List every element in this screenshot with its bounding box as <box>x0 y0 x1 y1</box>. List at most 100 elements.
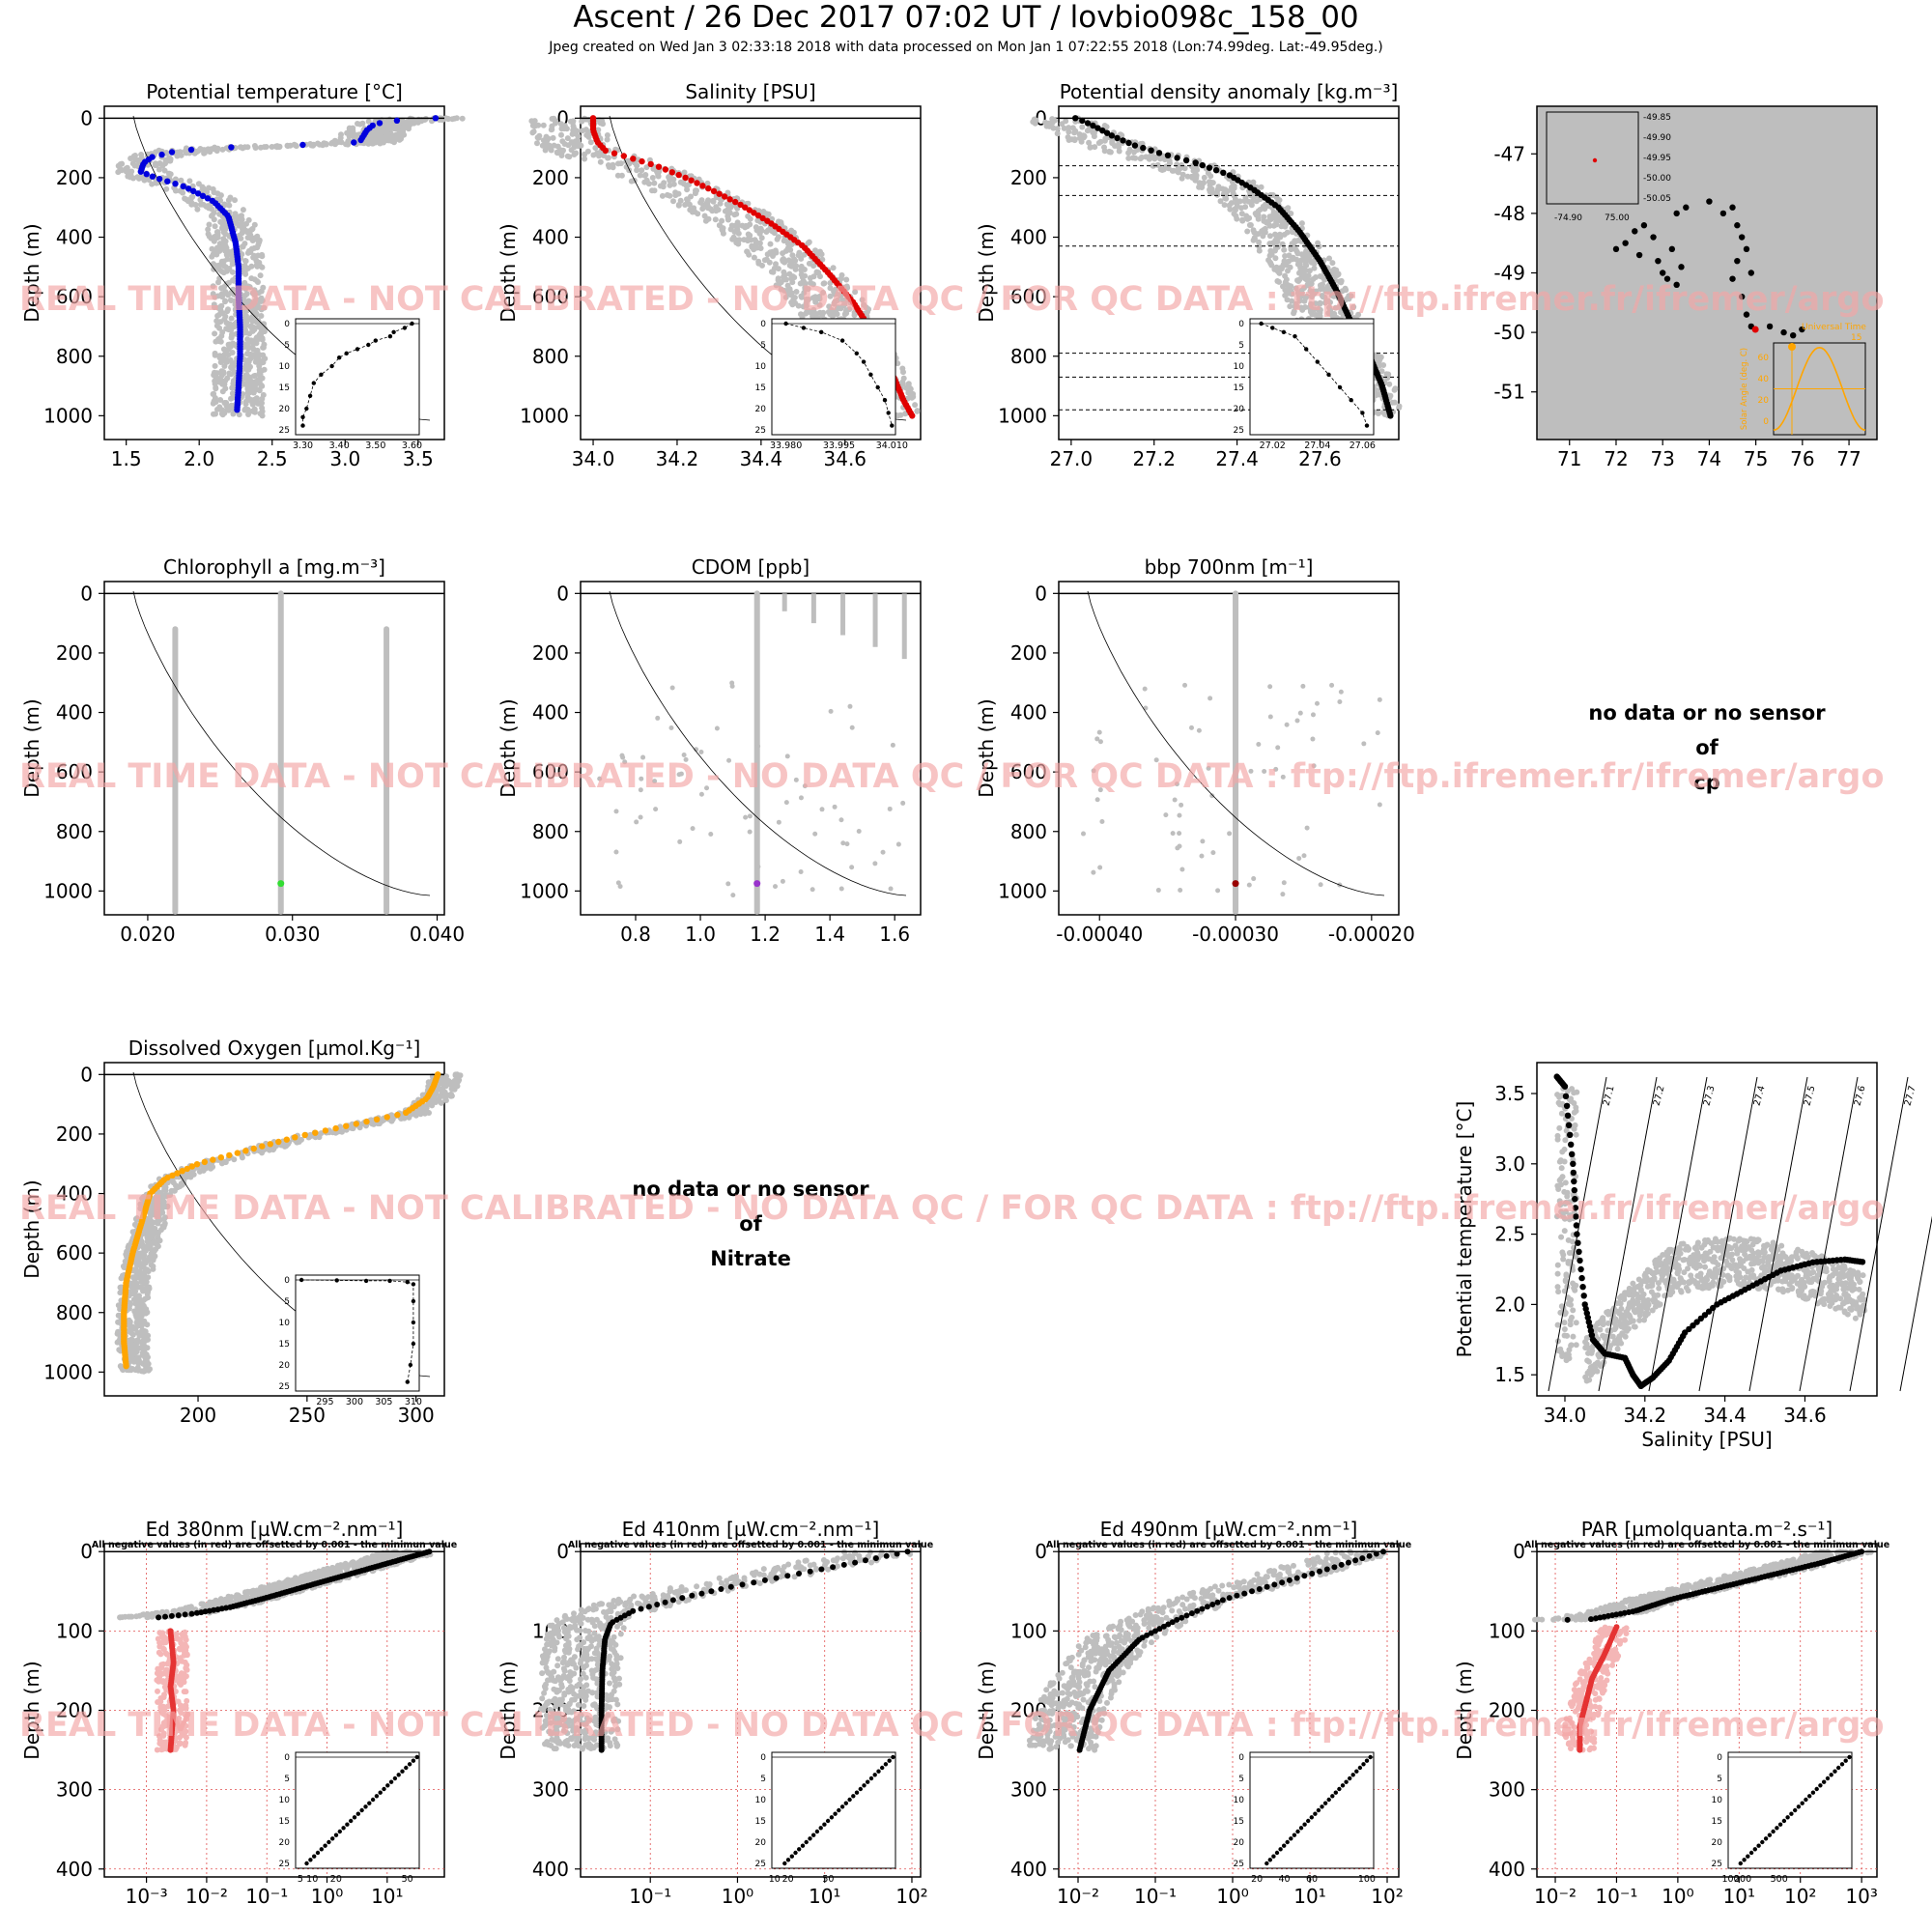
cloud-point <box>115 1302 122 1309</box>
cloud-point <box>344 129 351 136</box>
cloud-point <box>1319 293 1325 298</box>
cloud-point <box>141 1256 148 1262</box>
plot-title: CDOM [ppb] <box>692 555 810 579</box>
profile-point <box>1192 159 1199 166</box>
cloud-point <box>226 370 233 377</box>
cloud-point <box>164 1204 171 1210</box>
y-tick-label: 200 <box>56 166 93 189</box>
cloud-point <box>1260 233 1266 240</box>
cloud-point <box>246 302 253 309</box>
profile-point <box>699 183 706 189</box>
solar-title: Universal Time <box>1802 323 1866 332</box>
cloud-point <box>132 1294 139 1301</box>
profile-point <box>217 1154 224 1161</box>
profile-point <box>156 176 163 183</box>
x-tick-label: 27.4 <box>1215 447 1259 470</box>
cloud-point <box>1078 138 1085 145</box>
cloud-point <box>817 273 823 280</box>
cloud-point <box>1281 246 1288 253</box>
cloud-point <box>731 212 738 218</box>
cloud-point <box>667 192 673 199</box>
cloud-point <box>210 283 216 290</box>
profile-point <box>1131 142 1139 149</box>
profile-point <box>353 1121 359 1127</box>
cloud-point <box>1079 124 1086 130</box>
profile-point <box>710 187 718 195</box>
cloud-point <box>255 290 262 297</box>
cloud-point <box>222 1159 229 1166</box>
y-tick-label: 3.5 <box>1494 1082 1525 1105</box>
inset-x-tick: 3.50 <box>365 440 385 451</box>
cloud-point <box>128 168 135 175</box>
solar-y-tick: 60 <box>1758 354 1770 363</box>
cloud-point <box>773 261 779 268</box>
outlier-point <box>677 838 683 844</box>
cloud-point <box>144 1235 151 1240</box>
cloud-point <box>866 306 872 313</box>
profile-point <box>123 1363 129 1370</box>
plot-frame <box>580 581 922 916</box>
cloud-point <box>1239 216 1246 223</box>
cloud-point <box>1256 247 1263 254</box>
plot-frame <box>1058 581 1400 916</box>
cloud-point <box>217 197 223 204</box>
cloud-point <box>787 246 794 253</box>
outlier-point <box>755 864 761 869</box>
cloud-point <box>802 285 809 292</box>
y-tick-label: 200 <box>1010 166 1047 189</box>
cloud-point <box>369 129 375 136</box>
cloud-point <box>134 1329 141 1336</box>
cloud-point <box>213 384 219 391</box>
outlier-point <box>634 819 639 825</box>
profile-point <box>1120 137 1126 144</box>
cloud-point <box>381 139 386 146</box>
outlier-point <box>1329 682 1335 688</box>
profile-point <box>226 1151 233 1159</box>
cloud-point <box>787 259 794 265</box>
cloud-point <box>749 242 755 249</box>
x-tick-label: 34.0 <box>572 447 615 470</box>
cloud-point <box>379 1118 385 1124</box>
cloud-point <box>245 395 252 402</box>
profile-point <box>675 171 682 179</box>
cloud-point <box>186 178 193 185</box>
cloud-point <box>387 118 394 125</box>
cloud-point <box>343 141 349 148</box>
cloud-point <box>130 153 137 159</box>
profile-point <box>732 198 739 206</box>
cloud-point <box>1346 293 1352 299</box>
cloud-point <box>147 1242 154 1249</box>
cloud-point <box>1269 240 1276 246</box>
cloud-point <box>229 390 236 397</box>
outlier-point <box>708 831 714 837</box>
inset-point <box>1281 329 1287 334</box>
cloud-point <box>1201 174 1208 181</box>
cloud-point <box>838 271 845 278</box>
cloud-point <box>554 143 561 150</box>
profile-point <box>662 166 669 173</box>
cloud-point <box>132 1310 139 1317</box>
profile-point <box>1206 164 1213 171</box>
profile-point <box>1199 161 1207 169</box>
cloud-point <box>1332 269 1339 275</box>
current-position <box>1751 326 1759 333</box>
cloud-point <box>1031 116 1037 123</box>
cloud-point <box>134 1322 141 1329</box>
track-point <box>1655 257 1662 265</box>
cloud-point <box>675 202 682 208</box>
cloud-point <box>796 249 803 256</box>
profile-point <box>1232 880 1239 888</box>
x-tick-label: 34.4 <box>740 447 783 470</box>
cloud-point <box>1227 206 1234 213</box>
cloud-point <box>249 344 256 351</box>
outlier-point <box>668 724 674 730</box>
cloud-point <box>258 306 265 313</box>
y-axis-label: Depth (m) <box>975 698 998 797</box>
cloud-point <box>431 1094 438 1101</box>
cloud-point <box>1285 268 1291 274</box>
cloud-point <box>261 341 268 348</box>
cloud-point <box>799 266 806 271</box>
cloud-point <box>720 225 726 232</box>
outlier-point <box>1094 797 1100 803</box>
outlier-point <box>617 884 623 890</box>
